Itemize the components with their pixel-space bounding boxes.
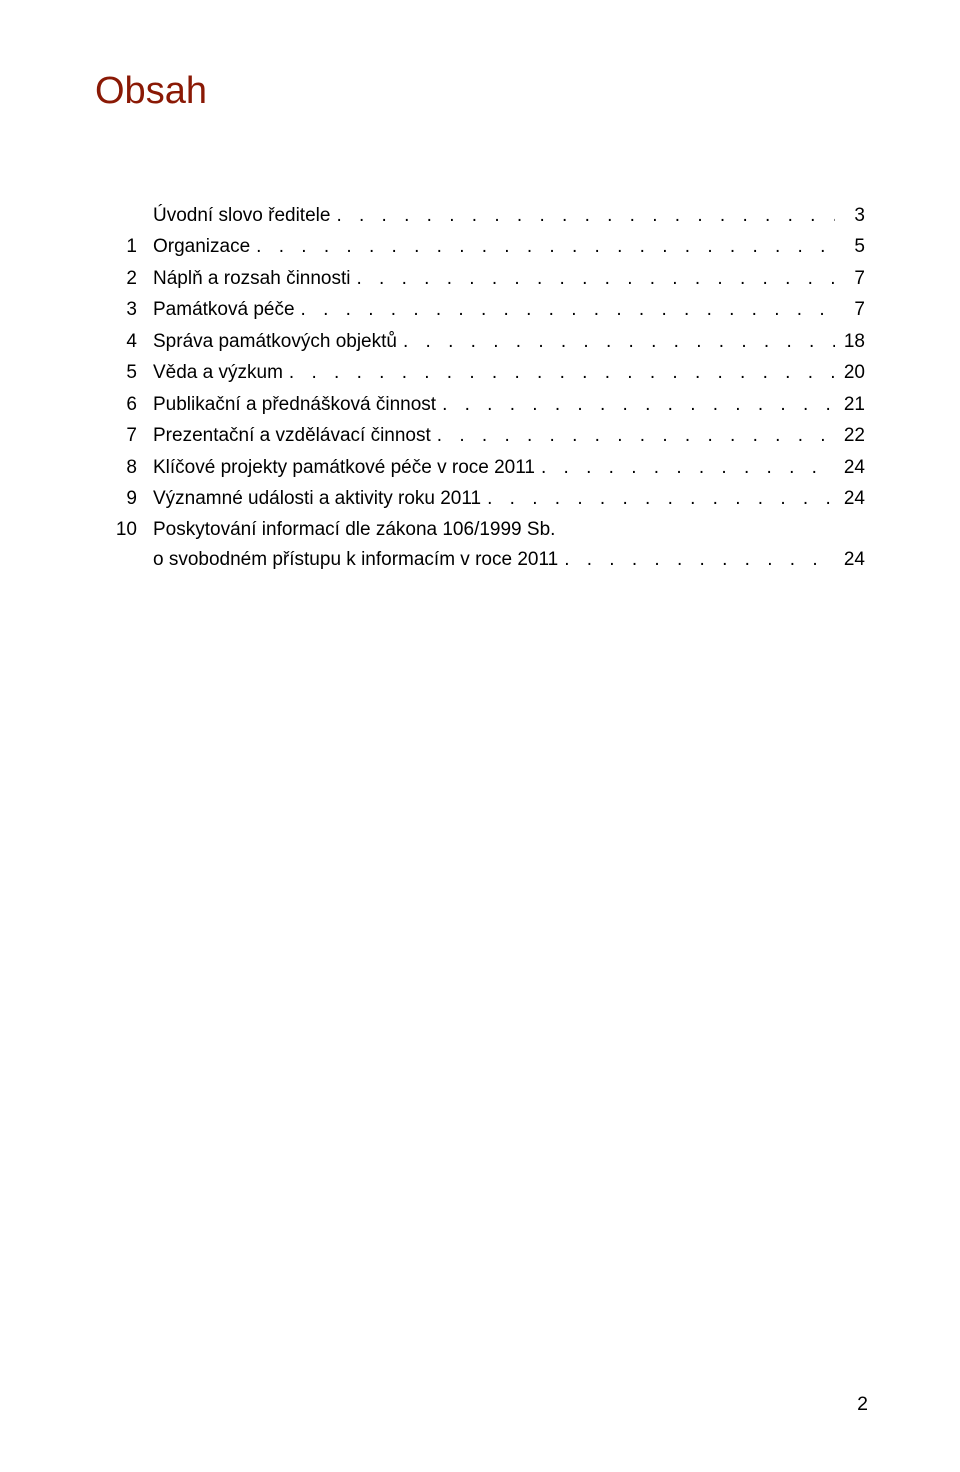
toc-label: Prezentační a vzdělávací činnost [153, 421, 431, 450]
toc-number: 5 [95, 358, 153, 387]
toc-leader: . . . . . . . . . . . . . . . . . . . . … [295, 295, 835, 324]
toc-page: 24 [835, 453, 865, 482]
toc-number: 4 [95, 327, 153, 356]
toc-number: 1 [95, 232, 153, 261]
toc-leader: . . . . . . . . . . . . . . . . . . . . … [481, 484, 835, 513]
page-title: Obsah [95, 70, 865, 113]
toc-leader: . . . . . . . . . . . . . . . . . . . . … [351, 264, 836, 293]
toc-leader: . . . . . . . . . . . . . . . . . . . . … [436, 390, 835, 419]
toc-number: 10 [95, 515, 153, 544]
toc-continuation-row: o svobodném přístupu k informacím v roce… [95, 545, 865, 574]
toc-page: 20 [835, 358, 865, 387]
toc-leader: . . . . . . . . . . . . . . . . . . . . … [535, 453, 835, 482]
toc-row: 3 Památková péče . . . . . . . . . . . .… [95, 295, 865, 324]
toc-number: 3 [95, 295, 153, 324]
toc-label: Správa památkových objektů [153, 327, 397, 356]
toc-page: 24 [835, 484, 865, 513]
toc-label: Významné události a aktivity roku 2011 [153, 484, 481, 513]
toc-page: 22 [835, 421, 865, 450]
toc-row: 10 Poskytování informací dle zákona 106/… [95, 515, 865, 544]
toc-label: Publikační a přednášková činnost [153, 390, 436, 419]
toc-label: Organizace [153, 232, 250, 261]
toc-row: 4 Správa památkových objektů . . . . . .… [95, 327, 865, 356]
toc-row: 2 Náplň a rozsah činnosti . . . . . . . … [95, 264, 865, 293]
toc-page: 18 [835, 327, 865, 356]
toc-row: 7 Prezentační a vzdělávací činnost . . .… [95, 421, 865, 450]
toc-leader: . . . . . . . . . . . . . . . . . . . . … [431, 421, 835, 450]
toc-page: 7 [835, 264, 865, 293]
toc-page: 7 [835, 295, 865, 324]
toc-leader: . . . . . . . . . . . . . . . . . . . . … [283, 358, 835, 387]
toc-label: Památková péče [153, 295, 295, 324]
toc-page: 24 [835, 545, 865, 574]
toc-leader: . . . . . . . . . . . . . . . . . . . . … [330, 201, 835, 230]
toc-page: 5 [835, 232, 865, 261]
toc-continuation-label: o svobodném přístupu k informacím v roce… [153, 545, 558, 574]
toc-leader: . . . . . . . . . . . . . . . . . . . . … [250, 232, 835, 261]
page: Obsah Úvodní slovo ředitele . . . . . . … [0, 0, 960, 1472]
toc-leader: . . . . . . . . . . . . . . . . . . . . … [558, 545, 835, 574]
toc-number: 8 [95, 453, 153, 482]
toc-label: Klíčové projekty památkové péče v roce 2… [153, 453, 535, 482]
toc-label: Věda a výzkum [153, 358, 283, 387]
toc-row: 6 Publikační a přednášková činnost . . .… [95, 390, 865, 419]
toc-label: Poskytování informací dle zákona 106/199… [153, 515, 555, 544]
toc-row: Úvodní slovo ředitele . . . . . . . . . … [95, 201, 865, 230]
table-of-contents: Úvodní slovo ředitele . . . . . . . . . … [95, 201, 865, 574]
footer-page-number: 2 [857, 1393, 868, 1416]
toc-page: 3 [835, 201, 865, 230]
toc-number: 7 [95, 421, 153, 450]
toc-number: 9 [95, 484, 153, 513]
toc-row: 9 Významné události a aktivity roku 2011… [95, 484, 865, 513]
toc-row: 1 Organizace . . . . . . . . . . . . . .… [95, 232, 865, 261]
toc-row: 5 Věda a výzkum . . . . . . . . . . . . … [95, 358, 865, 387]
toc-page: 21 [835, 390, 865, 419]
toc-label: Úvodní slovo ředitele [153, 201, 330, 230]
toc-row: 8 Klíčové projekty památkové péče v roce… [95, 453, 865, 482]
toc-number: 2 [95, 264, 153, 293]
toc-leader: . . . . . . . . . . . . . . . . . . . . … [397, 327, 835, 356]
toc-label: Náplň a rozsah činnosti [153, 264, 351, 293]
toc-number: 6 [95, 390, 153, 419]
